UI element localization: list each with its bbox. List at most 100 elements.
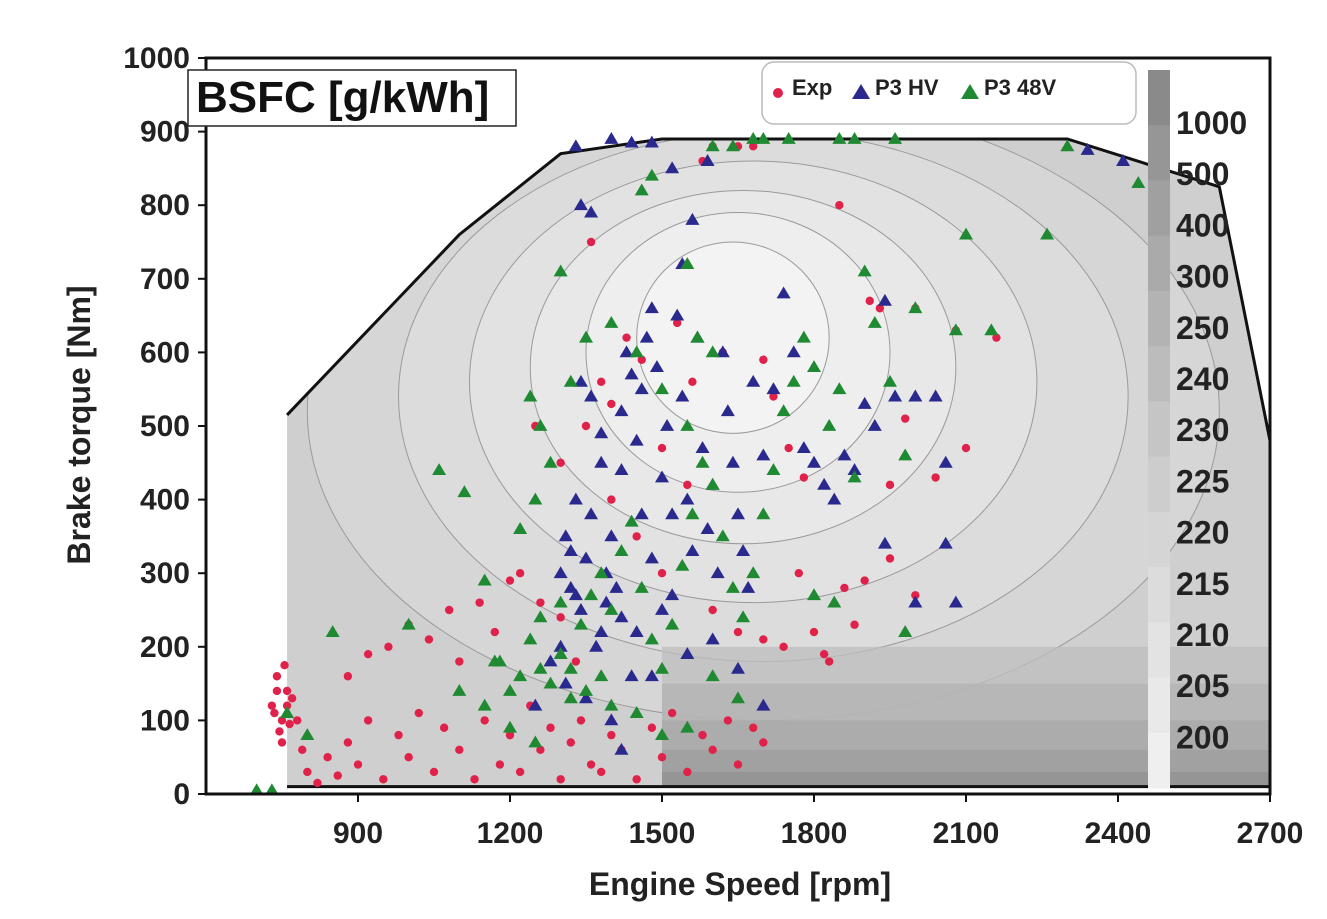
data-point <box>394 731 402 739</box>
colorbar-segment <box>1148 622 1170 678</box>
x-tick-label: 1200 <box>477 817 544 850</box>
colorbar-label: 200 <box>1176 719 1229 755</box>
data-point <box>749 724 757 732</box>
colorbar-label: 500 <box>1176 156 1229 192</box>
x-tick-label: 2700 <box>1237 817 1304 850</box>
data-point <box>597 378 605 386</box>
colorbar-segment <box>1148 733 1170 789</box>
data-point <box>800 473 808 481</box>
data-point <box>506 576 514 584</box>
colorbar-label: 225 <box>1176 463 1229 499</box>
data-point <box>344 672 352 680</box>
data-point <box>298 746 306 754</box>
legend-marker <box>773 88 783 98</box>
data-point <box>323 753 331 761</box>
data-point <box>708 606 716 614</box>
data-point <box>688 378 696 386</box>
colorbar-segment <box>1148 567 1170 623</box>
legend-label: P3 48V <box>984 75 1056 100</box>
colorbar-label: 400 <box>1176 207 1229 243</box>
data-point <box>683 768 691 776</box>
colorbar-segment <box>1148 457 1170 513</box>
data-point <box>516 768 524 776</box>
y-tick-label: 900 <box>140 116 190 149</box>
data-point <box>668 709 676 717</box>
y-axis-title: Brake torque [Nm] <box>61 285 97 564</box>
colorbar-label: 300 <box>1176 259 1229 295</box>
colorbar-label: 230 <box>1176 412 1229 448</box>
data-point <box>648 724 656 732</box>
data-point <box>962 444 970 452</box>
colorbar-segment <box>1148 346 1170 402</box>
colorbar-label: 215 <box>1176 566 1229 602</box>
plot-area <box>206 58 1270 795</box>
chart-title: BSFC [g/kWh] <box>196 73 489 122</box>
data-point <box>268 701 276 709</box>
data-point <box>556 775 564 783</box>
y-axis-ticks: 01002003004005006007008009001000 <box>123 42 206 811</box>
data-point <box>455 657 463 665</box>
colorbar-segment <box>1148 678 1170 734</box>
data-point <box>285 720 293 728</box>
legend-label: P3 HV <box>875 75 939 100</box>
data-point <box>440 724 448 732</box>
data-point <box>278 738 286 746</box>
colorbar-segment <box>1148 70 1170 126</box>
data-point <box>334 771 342 779</box>
data-point <box>582 422 590 430</box>
data-point <box>632 775 640 783</box>
data-point <box>784 444 792 452</box>
data-point <box>546 724 554 732</box>
data-point <box>516 569 524 577</box>
y-tick-label: 700 <box>140 263 190 296</box>
colorbar-label: 250 <box>1176 310 1229 346</box>
x-tick-label: 1800 <box>781 817 848 850</box>
data-point <box>364 716 372 724</box>
data-point <box>759 356 767 364</box>
data-point <box>567 738 575 746</box>
data-point <box>607 731 615 739</box>
data-point <box>632 532 640 540</box>
data-point <box>587 760 595 768</box>
data-point <box>470 775 478 783</box>
colorbar-segment <box>1148 401 1170 457</box>
y-tick-label: 800 <box>140 189 190 222</box>
data-point <box>597 768 605 776</box>
data-point <box>475 598 483 606</box>
x-tick-label: 2400 <box>1085 817 1152 850</box>
data-point <box>607 400 615 408</box>
data-point <box>587 238 595 246</box>
data-point <box>698 731 706 739</box>
data-point <box>275 727 283 735</box>
data-point <box>445 606 453 614</box>
data-point <box>658 569 666 577</box>
data-point <box>288 694 296 702</box>
data-point <box>658 753 666 761</box>
data-point <box>835 201 843 209</box>
data-point <box>860 576 868 584</box>
colorbar-label: 240 <box>1176 361 1229 397</box>
data-point <box>820 650 828 658</box>
data-point <box>293 716 301 724</box>
colorbar-label: 220 <box>1176 515 1229 551</box>
data-point <box>759 635 767 643</box>
colorbar-segment <box>1148 512 1170 568</box>
data-point <box>577 716 585 724</box>
data-point <box>734 760 742 768</box>
data-point <box>556 459 564 467</box>
data-point <box>496 760 504 768</box>
data-point <box>622 333 630 341</box>
data-point <box>491 628 499 636</box>
data-point <box>344 738 352 746</box>
data-point <box>724 716 732 724</box>
x-axis-ticks: 900 1200 1500 1800 2100 2400 2700 <box>333 794 1303 850</box>
y-tick-label: 400 <box>140 484 190 517</box>
y-tick-label: 100 <box>140 704 190 737</box>
y-tick-label: 500 <box>140 410 190 443</box>
colorbar-segment <box>1148 236 1170 292</box>
x-tick-label: 900 <box>333 817 383 850</box>
data-point <box>273 672 281 680</box>
data-point <box>364 650 372 658</box>
data-point <box>280 661 288 669</box>
